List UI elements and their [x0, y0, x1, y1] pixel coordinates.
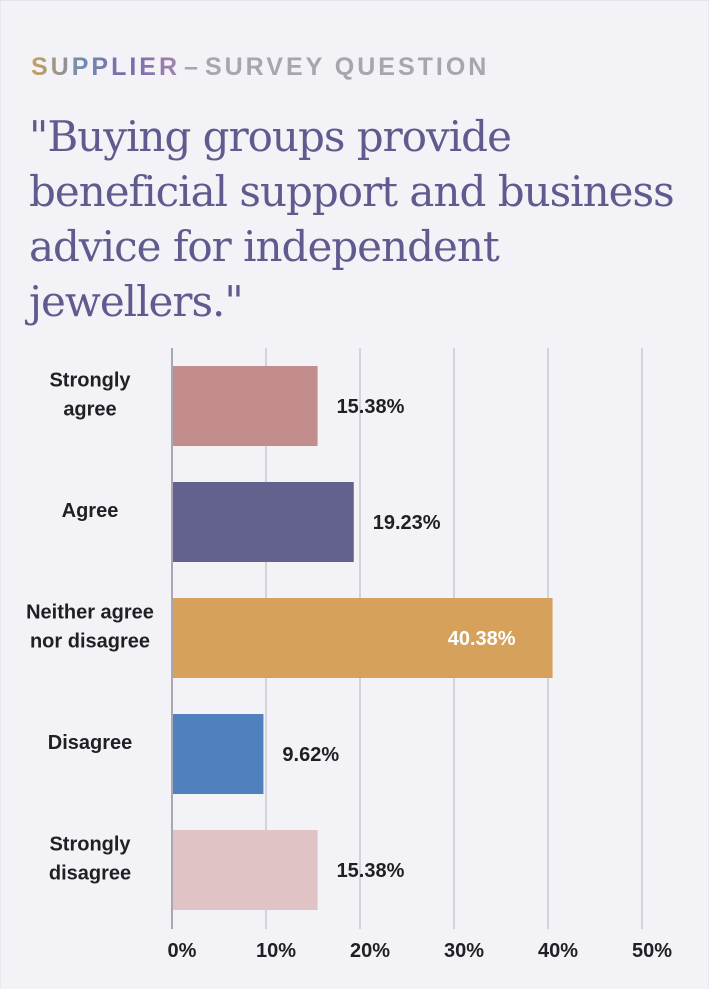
- section-kicker: SUPPLIER – SURVEY QUESTION: [31, 53, 489, 82]
- x-tick-label: 30%: [444, 940, 484, 962]
- x-tick-label: 0%: [168, 940, 197, 962]
- x-tick-label: 10%: [256, 940, 296, 962]
- value-label: 15.38%: [337, 860, 405, 882]
- category-label-line: nor disagree: [30, 631, 150, 653]
- label-layer: 0% 10% 20% 30% 40% 50% 15.38% Strongly agree 19.2…: [26, 370, 672, 963]
- bar: [173, 830, 318, 910]
- bar: [173, 714, 264, 794]
- supplier-label: SUPPLIER: [31, 53, 181, 81]
- kicker-separator: –: [184, 53, 201, 81]
- category-label-line: Agree: [62, 500, 119, 522]
- survey-question-title: "Buying groups provide beneficial suppor…: [29, 112, 675, 326]
- x-tick-label: 20%: [350, 940, 390, 962]
- x-tick-label: 40%: [538, 940, 578, 962]
- bar: [173, 598, 553, 678]
- category-label: Agree: [62, 500, 119, 522]
- bar: [173, 366, 318, 446]
- category-label-line: Disagree: [48, 732, 133, 754]
- value-label: 40.38%: [448, 628, 516, 650]
- category-label-line: Neither agree: [26, 602, 154, 624]
- survey-question-label: SURVEY QUESTION: [204, 53, 490, 81]
- category-label: Disagree: [48, 732, 133, 754]
- bar-layer: [173, 366, 553, 910]
- category-label-line: Strongly: [49, 370, 131, 392]
- category-label: Neither agree nor disagree: [26, 602, 154, 653]
- category-label-line: disagree: [49, 863, 131, 885]
- category-label-line: Strongly: [49, 834, 131, 856]
- category-label-line: agree: [63, 399, 116, 421]
- value-label: 19.23%: [373, 512, 441, 534]
- category-label: Strongly disagree: [49, 834, 132, 885]
- category-label: Strongly agree: [49, 370, 131, 421]
- value-label: 15.38%: [337, 396, 405, 418]
- value-label: 9.62%: [282, 744, 339, 766]
- x-tick-label: 50%: [632, 940, 672, 962]
- bar: [173, 482, 354, 562]
